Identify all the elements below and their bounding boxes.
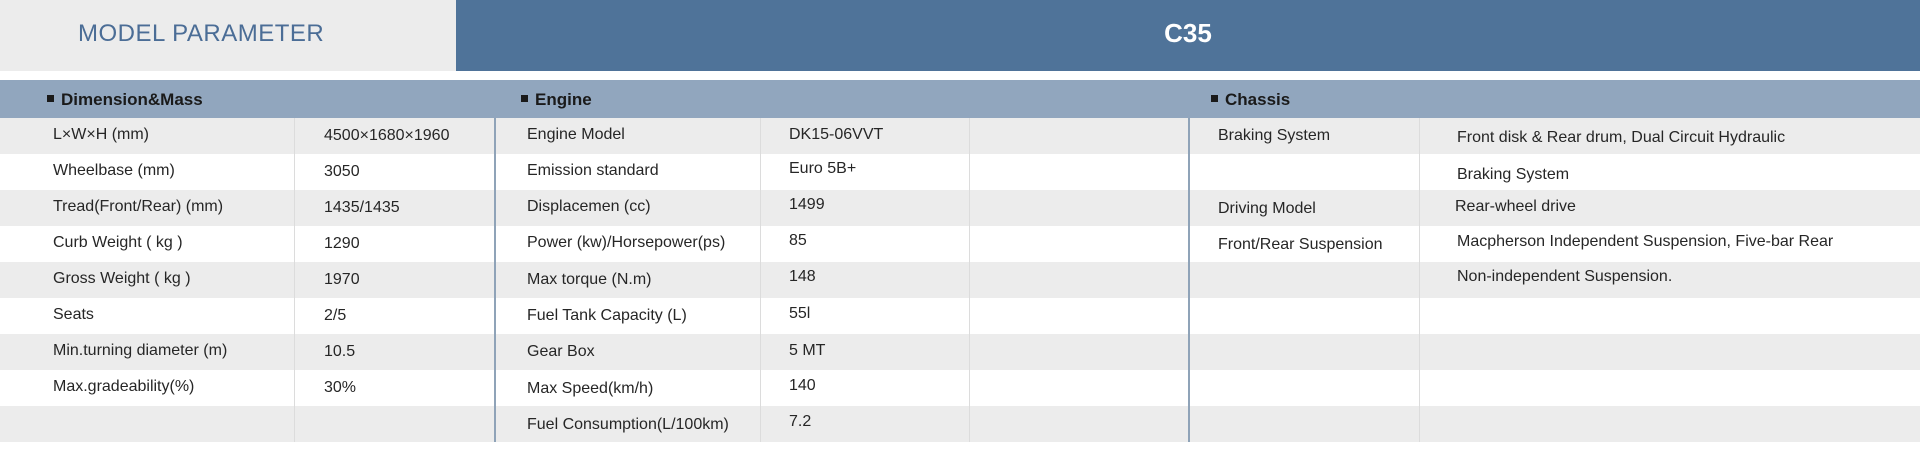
table-row-band	[0, 154, 1920, 190]
chassis-value: Braking System	[1457, 166, 1570, 183]
engine-value: 1499	[789, 196, 825, 213]
engine-value: DK15-06VVT	[789, 126, 884, 143]
dimension-label: Tread(Front/Rear) (mm)	[53, 198, 224, 215]
header-left-panel: MODEL PARAMETER	[0, 0, 456, 71]
engine-label: Max Speed(km/h)	[527, 380, 654, 397]
engine-label: Fuel Tank Capacity (L)	[527, 307, 687, 324]
column-divider	[1419, 118, 1420, 442]
header-model-panel: C35	[456, 0, 1920, 71]
dimension-value: 1290	[324, 235, 360, 252]
section-header-band	[0, 80, 1920, 118]
dimension-value: 10.5	[324, 343, 356, 360]
dimension-value: 3050	[324, 163, 360, 180]
table-row-band	[0, 370, 1920, 406]
engine-label: Emission standard	[527, 162, 659, 179]
section-title-dimension: Dimension&Mass	[47, 90, 203, 110]
square-bullet-icon	[1211, 95, 1218, 103]
chassis-label: Driving Model	[1218, 200, 1316, 217]
square-bullet-icon	[521, 95, 528, 103]
dimension-value: 2/5	[324, 307, 347, 324]
dimension-value: 1435/1435	[324, 199, 400, 216]
dimension-label: Seats	[53, 306, 94, 323]
dimension-value: 1970	[324, 271, 360, 288]
section-divider	[494, 118, 496, 442]
table-row-band	[0, 406, 1920, 442]
engine-label: Power (kw)/Horsepower(ps)	[527, 234, 726, 251]
column-divider	[294, 118, 295, 442]
table-row-band	[0, 190, 1920, 226]
table-row-band	[0, 118, 1920, 154]
engine-label: Fuel Consumption(L/100km)	[527, 416, 729, 433]
engine-label: Engine Model	[527, 126, 625, 143]
chassis-label: Front/Rear Suspension	[1218, 236, 1383, 253]
column-divider	[969, 118, 970, 442]
chassis-value: Rear-wheel drive	[1455, 198, 1576, 215]
engine-value: 140	[789, 377, 816, 394]
engine-value: 55l	[789, 305, 811, 322]
section-divider	[1188, 118, 1190, 442]
table-row-band	[0, 334, 1920, 370]
dimension-value: 4500×1680×1960	[324, 127, 450, 144]
engine-value: 5 MT	[789, 342, 826, 359]
engine-value: 7.2	[789, 413, 812, 430]
dimension-label: Max.gradeability(%)	[53, 378, 195, 395]
model-name: C35	[1164, 18, 1212, 48]
section-title-chassis: Chassis	[1211, 90, 1290, 110]
dimension-label: Gross Weight ( kg )	[53, 270, 191, 287]
dimension-label: Wheelbase (mm)	[53, 162, 175, 179]
chassis-label: Braking System	[1218, 127, 1331, 144]
table-row-band	[0, 262, 1920, 298]
square-bullet-icon	[47, 95, 54, 103]
engine-value: Euro 5B+	[789, 160, 857, 177]
dimension-label: Min.turning diameter (m)	[53, 342, 228, 359]
engine-value: 148	[789, 268, 816, 285]
section-title-engine: Engine	[521, 90, 592, 110]
engine-label: Max torque (N.m)	[527, 271, 652, 288]
chassis-value: Non-independent Suspension.	[1457, 268, 1673, 285]
chassis-value: Macpherson Independent Suspension, Five-…	[1457, 233, 1834, 250]
engine-value: 85	[789, 232, 807, 249]
page-title: MODEL PARAMETER	[78, 20, 325, 47]
table-row-band	[0, 298, 1920, 334]
dimension-label: Curb Weight ( kg )	[53, 234, 183, 251]
dimension-label: L×W×H (mm)	[53, 126, 149, 143]
header: MODEL PARAMETER C35	[0, 0, 1920, 71]
chassis-value: Front disk & Rear drum, Dual Circuit Hyd…	[1457, 129, 1786, 146]
engine-label: Gear Box	[527, 343, 595, 360]
column-divider	[760, 118, 761, 442]
engine-label: Displacemen (cc)	[527, 198, 651, 215]
dimension-value: 30%	[324, 379, 357, 396]
